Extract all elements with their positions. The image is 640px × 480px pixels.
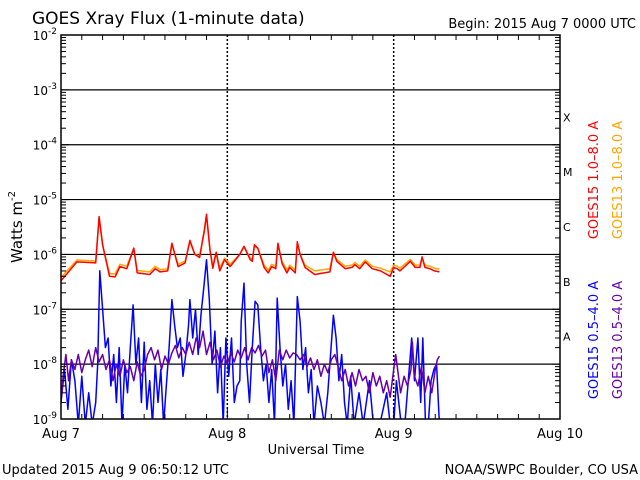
series-line-goes13-0-5-4-0-a <box>61 330 441 403</box>
x-tick-label: Aug 8 <box>208 427 246 442</box>
credit-label: NOAA/SWPC Boulder, CO USA <box>445 463 638 478</box>
y-tick-exponent: -9 <box>48 411 57 421</box>
y-tick-exponent: -5 <box>48 192 57 202</box>
flare-class-label: B <box>563 276 571 289</box>
legend-entry: GOES13 0.5–4.0 A <box>611 281 626 399</box>
y-tick-base: 10 <box>33 29 48 43</box>
y-tick-base: 10 <box>33 358 48 372</box>
flare-class-label: C <box>563 221 571 234</box>
y-tick-exponent: -2 <box>48 27 57 37</box>
y-tick-base: 10 <box>33 248 48 262</box>
begin-label: Begin: 2015 Aug 7 0000 UTC <box>448 17 636 32</box>
y-tick-exponent: -8 <box>48 356 57 366</box>
chart-title: GOES Xray Flux (1-minute data) <box>32 9 305 29</box>
y-axis-label-sup: -2 <box>7 191 18 201</box>
y-tick-labels: 10-210-310-410-510-610-710-810-9 <box>33 27 58 427</box>
y-tick-label: 10-6 <box>33 246 58 262</box>
gridlines <box>61 35 560 417</box>
x-axis-label: Universal Time <box>268 443 365 458</box>
series-lines <box>61 213 441 419</box>
legend-entry: GOES15 1.0–8.0 A <box>587 121 602 239</box>
x-tick-label: Aug 10 <box>537 427 583 442</box>
y-tick-label: 10-5 <box>33 192 57 208</box>
flare-class-label: M <box>563 166 573 179</box>
y-tick-exponent: -3 <box>48 82 57 92</box>
y-tick-label: 10-3 <box>33 82 57 98</box>
y-tick-base: 10 <box>33 194 48 208</box>
y-tick-base: 10 <box>33 413 48 427</box>
legend-entry: GOES15 0.5–4.0 A <box>587 281 602 399</box>
x-tick-label: Aug 7 <box>42 427 80 442</box>
y-tick-exponent: -7 <box>48 301 57 311</box>
y-tick-exponent: -4 <box>48 137 57 147</box>
y-tick-label: 10-7 <box>33 301 57 317</box>
y-tick-base: 10 <box>33 84 48 98</box>
y-tick-label: 10-8 <box>33 356 58 372</box>
flare-class-label: A <box>563 331 571 344</box>
series-line-goes13-1-0-8-0-a <box>61 215 440 279</box>
y-tick-label: 10-4 <box>33 137 58 153</box>
flare-class-label: X <box>563 111 571 124</box>
x-tick-labels: Aug 7 Aug 8 Aug 9 Aug 10 <box>42 427 583 442</box>
series-line-goes15-1-0-8-0-a <box>61 213 440 282</box>
legend-entry: GOES13 1.0–8.0 A <box>611 121 626 239</box>
flare-class-labels: X M C B A <box>563 111 573 343</box>
series-line-goes15-0-5-4-0-a <box>61 258 440 419</box>
y-tick-label: 10-9 <box>33 411 58 427</box>
updated-timestamp: Updated 2015 Aug 9 06:50:12 UTC <box>2 463 229 478</box>
y-tick-label: 10-2 <box>33 27 57 43</box>
y-tick-base: 10 <box>33 303 48 317</box>
axis-ticks <box>60 35 561 420</box>
legend: GOES15 1.0–8.0 A GOES13 1.0–8.0 A GOES15 0… <box>587 121 626 399</box>
y-axis-label-text: Watts m <box>8 201 26 263</box>
y-tick-exponent: -6 <box>48 246 57 256</box>
x-tick-label: Aug 9 <box>375 427 413 442</box>
y-axis-label: Watts m-2 <box>7 191 26 263</box>
y-tick-base: 10 <box>33 139 48 153</box>
